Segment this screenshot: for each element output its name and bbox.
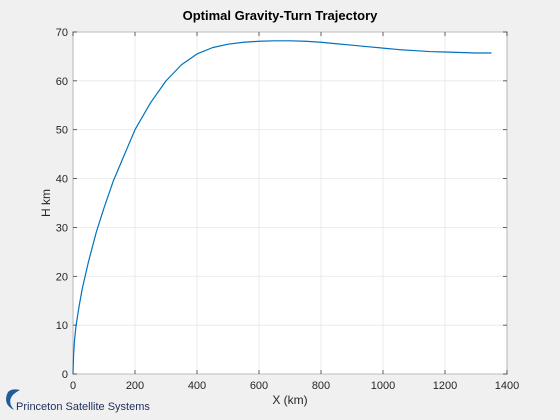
x-axis-label: X (km)	[272, 393, 307, 407]
plot-area	[72, 31, 508, 375]
y-tick-label: 70	[56, 27, 68, 39]
logo-text: Princeton Satellite Systems	[16, 401, 150, 413]
y-tick-label: 20	[56, 271, 68, 283]
princeton-satellite-systems-logo: Princeton Satellite Systems	[6, 389, 150, 413]
y-tick-label: 0	[62, 369, 68, 381]
y-tick-label: 40	[56, 174, 68, 186]
y-tick-label: 50	[56, 125, 68, 137]
x-tick-label: 200	[126, 380, 144, 392]
y-tick-label: 60	[56, 76, 68, 88]
y-axis-label: H km	[39, 189, 53, 217]
y-tick-label: 10	[56, 320, 68, 332]
grid	[72, 31, 508, 375]
x-tick-label: 1200	[433, 380, 457, 392]
trajectory-line	[72, 40, 492, 375]
x-tick-label: 1400	[495, 380, 519, 392]
x-tick-label: 0	[70, 380, 76, 392]
logo-swoosh-icon	[6, 389, 20, 410]
ticks: 0 200 400 600 800 1000 1200 1400 0 10 20 30 40 50 60 70	[56, 27, 519, 392]
series	[72, 40, 492, 375]
x-tick-label: 1000	[371, 380, 395, 392]
x-tick-label: 600	[250, 380, 268, 392]
y-tick-label: 30	[56, 222, 68, 234]
x-tick-label: 400	[188, 380, 206, 392]
x-tick-label: 800	[312, 380, 330, 392]
chart-title: Optimal Gravity-Turn Trajectory	[183, 8, 379, 23]
